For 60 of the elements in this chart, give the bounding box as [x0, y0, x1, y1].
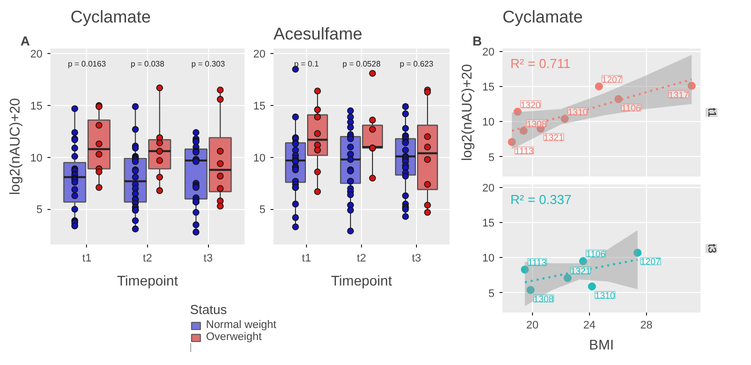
annotation: 1321: [544, 132, 564, 143]
x-tick-label: t3: [204, 252, 213, 264]
text: A: [20, 34, 30, 48]
annotation: 1207: [640, 256, 661, 267]
y-tick-label: 15: [253, 100, 266, 113]
annotation: 1113: [514, 146, 534, 156]
y-tick-label: 15: [30, 100, 43, 113]
annotation: p = 0.623: [400, 60, 434, 69]
text: B: [472, 34, 482, 48]
annotation: 1310: [568, 106, 588, 117]
text: t1: [706, 108, 718, 118]
y-tick-label: 20: [253, 48, 266, 61]
x-axis-title: Timepoint: [331, 272, 392, 288]
annotation: 1308: [534, 294, 554, 304]
x-tick-label: 28: [640, 320, 653, 332]
annotation: 1106: [586, 249, 606, 260]
annotation: 1317: [668, 90, 689, 100]
y-tick-label: 15: [482, 217, 495, 230]
y-tick-label: 5: [488, 152, 495, 164]
x-tick-label: t3: [412, 252, 422, 264]
legend-label: Normal weight: [206, 319, 276, 331]
x-tick-label: t2: [142, 252, 152, 264]
x-tick-label: 20: [526, 320, 539, 332]
annotation: 1308: [526, 118, 547, 129]
annotation: 1310: [594, 290, 615, 300]
chart-title: Cyclamate: [70, 8, 151, 26]
annotation: p = 0.038: [130, 60, 165, 69]
y-tick-label: 10: [30, 152, 43, 164]
annotation: p = 0.0528: [342, 60, 382, 69]
y-axis-title: log2(nAUC)+20: [6, 98, 22, 195]
y-tick-label: 20: [30, 48, 43, 61]
x-tick-label: t1: [302, 252, 312, 264]
x-axis-title: BMI: [589, 336, 614, 352]
text: t3: [706, 244, 718, 254]
annotation: R² = 0.711: [510, 56, 571, 72]
x-tick-label: 24: [583, 320, 596, 332]
annotation: 1113: [528, 258, 547, 268]
y-tick-label: 10: [482, 116, 495, 129]
x-axis-title: Timepoint: [117, 272, 178, 288]
x-tick-label: t1: [82, 252, 92, 264]
y-tick-label: 10: [482, 252, 495, 265]
annotation: R² = 0.337: [510, 192, 572, 208]
y-tick-label: 10: [253, 152, 266, 164]
legend-label: Overweight: [206, 331, 262, 343]
chart-title: Acesulfame: [274, 24, 362, 44]
chart-title: Cyclamate: [502, 8, 583, 26]
legend-title: Status: [190, 302, 228, 317]
annotation: p = 0.0163: [68, 60, 106, 69]
y-tick-label: 15: [482, 81, 495, 94]
y-tick-label: 20: [482, 46, 495, 58]
y-tick-label: 20: [482, 182, 495, 194]
x-tick-label: t2: [356, 252, 366, 264]
annotation: 1320: [520, 100, 541, 110]
y-tick-label: 5: [259, 204, 266, 216]
annotation: 1106: [621, 103, 641, 114]
y-tick-label: 5: [36, 204, 43, 216]
annotation: p = 0.303: [191, 60, 226, 69]
y-axis-title: log2(nAUC)+20: [458, 64, 474, 161]
annotation: 1207: [602, 74, 622, 84]
y-tick-label: 5: [488, 288, 495, 300]
